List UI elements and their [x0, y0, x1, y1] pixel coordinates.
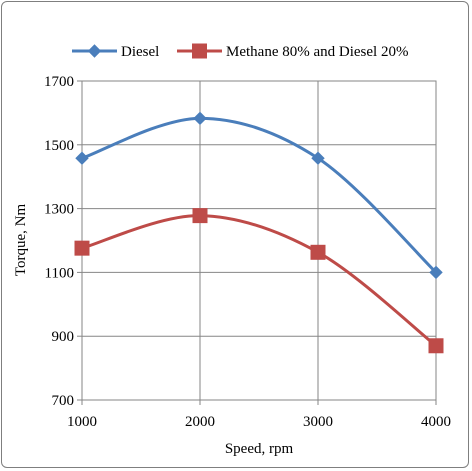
- data-point-diesel: [429, 265, 443, 280]
- y-tick-label: 1300: [44, 202, 74, 218]
- y-tick-label: 1500: [44, 138, 74, 154]
- x-axis-label: Speed, rpm: [225, 441, 294, 457]
- y-tick-label: 1100: [45, 265, 74, 281]
- y-axis-ticks: 700 900 1100 1300 1500 1700: [44, 74, 74, 409]
- legend-label-methane-diesel: Methane 80% and Diesel 20%: [226, 44, 408, 60]
- legend-marker-diesel: [87, 44, 102, 58]
- series-line-diesel: [81, 116, 438, 274]
- y-tick-label: 900: [52, 329, 75, 345]
- data-point-methane-diesel: [428, 338, 444, 354]
- legend-label-diesel: Diesel: [121, 44, 159, 60]
- x-tick-label: 3000: [303, 414, 333, 430]
- data-point-methane-diesel: [74, 240, 90, 256]
- grid: [77, 80, 437, 405]
- series-group: [74, 111, 444, 354]
- y-tick-label: 700: [52, 393, 75, 409]
- x-tick-label: 4000: [421, 414, 451, 430]
- x-axis-ticks: 1000 2000 3000 4000: [67, 414, 451, 430]
- series-line-methane-diesel: [81, 214, 437, 347]
- data-point-methane-diesel: [192, 208, 208, 224]
- y-axis-label: Torque, Nm: [13, 204, 29, 277]
- legend-marker-methane-diesel: [192, 43, 207, 59]
- x-tick-label: 1000: [67, 414, 97, 430]
- data-point-methane-diesel: [310, 244, 326, 260]
- legend: Diesel Methane 80% and Diesel 20%: [72, 43, 408, 60]
- data-point-diesel: [193, 111, 207, 126]
- x-tick-label: 2000: [185, 414, 215, 430]
- plot-area: [81, 80, 437, 401]
- y-tick-label: 1700: [44, 74, 74, 90]
- data-point-diesel: [75, 151, 89, 165]
- data-point-diesel: [311, 151, 325, 165]
